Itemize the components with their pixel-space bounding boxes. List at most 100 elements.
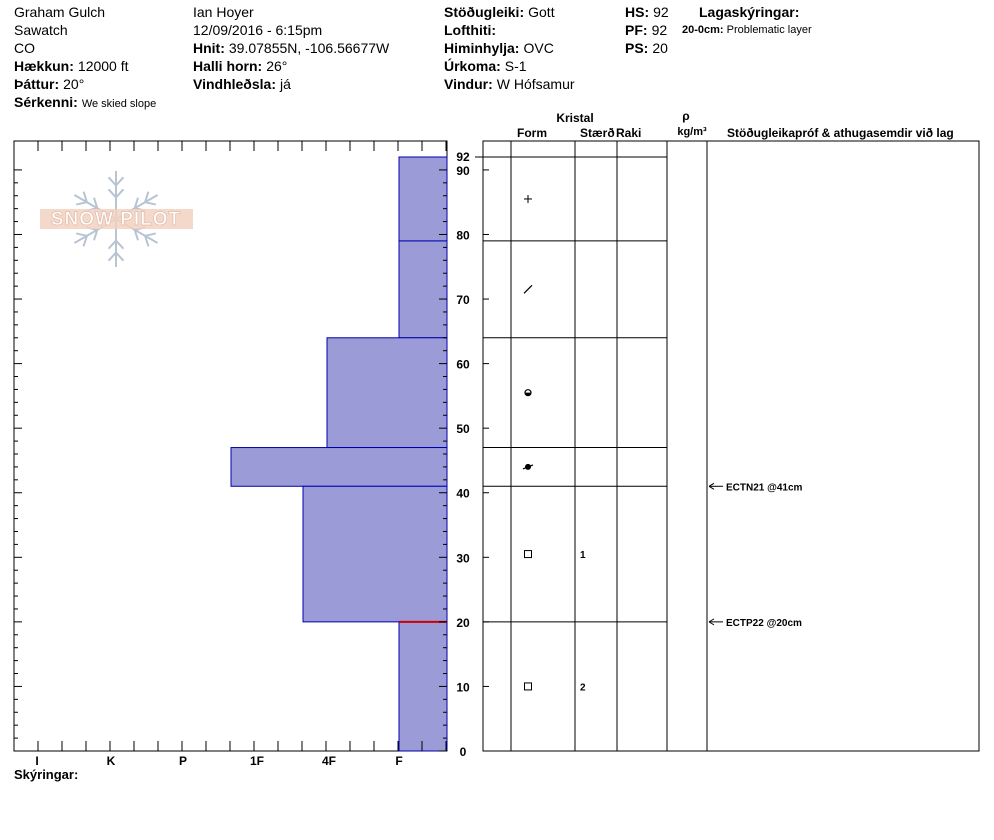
hardness-bar (230, 447, 448, 487)
header-col3-row-3: Úrkoma: S-1 (444, 57, 527, 75)
hardness-tick-label: P (179, 754, 187, 768)
raki-heading: Raki (616, 126, 641, 140)
header-label: Vindhleðsla: (193, 76, 276, 92)
header-col1-row-1: Sawatch (14, 21, 68, 39)
header-value: 92 (651, 22, 668, 38)
header-label: Stöðugleiki: (444, 4, 525, 20)
size-heading: Stærð (580, 126, 615, 140)
header-value: CO (14, 40, 35, 56)
header-label: Lofthiti: (444, 22, 497, 38)
snow-height-label: 92 (456, 150, 470, 164)
square-icon (524, 682, 532, 691)
stability-test-label: ECTN21 @41cm (726, 482, 803, 493)
header-col2-row-3: Halli horn: 26° (193, 57, 287, 75)
depth-tick-label: 80 (456, 228, 470, 242)
density-symbol: ρ (682, 109, 689, 123)
header-label: Halli horn: (193, 58, 263, 74)
hardness-bar (326, 337, 448, 449)
depth-tick-label: 70 (456, 293, 470, 307)
depth-tick-label: 10 (456, 680, 470, 694)
header-label: PF: (625, 22, 648, 38)
layer-grid-frame (482, 140, 980, 752)
depth-tick-label: 30 (456, 551, 470, 565)
header-col2-row-4: Vindhleðsla: já (193, 75, 291, 93)
header-value: 12/09/2016 - 6:15pm (193, 22, 323, 38)
depth-tick-label: 20 (456, 616, 470, 630)
header-value: 39.07855N, -106.56677W (228, 40, 390, 56)
filled-circle-slash-icon (522, 463, 534, 470)
header-label: Himinhylja: (444, 40, 520, 56)
stability-test-label: ECTP22 @20cm (726, 618, 802, 629)
header-col1-row-5: Sérkenni: We skied slope (14, 93, 156, 113)
header-col1-row-0: Graham Gulch (14, 3, 105, 21)
hardness-tick-label: I (35, 754, 38, 768)
header-value: 20° (63, 76, 85, 92)
header-label: Þáttur: (14, 76, 60, 92)
legend-text: Problematic layer (723, 24, 812, 36)
header-value: Gott (528, 4, 555, 20)
hardness-bar (398, 240, 448, 339)
depth-tick-label: 90 (456, 164, 470, 178)
header-col3-row-1: Lofthiti: (444, 21, 500, 39)
legend-depth: 20-0cm: (682, 24, 724, 36)
header-value: 20 (652, 40, 668, 56)
depth-tick-label: 50 (456, 422, 470, 436)
notes-label: Skýringar: (14, 767, 78, 782)
crystal-size: 1 (580, 550, 586, 561)
header-value: W Hófsamur (496, 76, 575, 92)
depth-tick-label: 0 (460, 745, 467, 759)
header-label: Hækkun: (14, 58, 74, 74)
header-value: 26° (266, 58, 288, 74)
header-label: Úrkoma: (444, 58, 501, 74)
depth-tick-label: 60 (456, 358, 470, 372)
header-label: Hnit: (193, 40, 225, 56)
header-value: Ian Hoyer (193, 4, 254, 20)
header-col4-row-0: HS: 92 (625, 3, 669, 21)
header-value: S-1 (504, 58, 527, 74)
slash-icon (523, 284, 533, 294)
comments-heading: Stöðugleikapróf & athugasemdir við lag (727, 126, 954, 140)
header-col4-row-2: PS: 20 (625, 39, 668, 57)
header-value: 12000 ft (77, 58, 129, 74)
header-value: 92 (653, 4, 669, 20)
depth-tick-label: 40 (456, 487, 470, 501)
legend-title: Lagaskýringar: (699, 4, 800, 20)
header-col1-row-2: CO (14, 39, 35, 57)
hardness-tick-label: F (395, 754, 402, 768)
header-col3-row-2: Himinhylja: OVC (444, 39, 554, 57)
header-col1-row-4: Þáttur: 20° (14, 75, 84, 93)
header-label: HS: (625, 4, 650, 20)
header-value: We skied slope (81, 98, 157, 110)
crystal-size: 2 (580, 682, 586, 693)
plus-icon (524, 194, 532, 203)
header-value: já (279, 76, 291, 92)
header-col2-row-2: Hnit: 39.07855N, -106.56677W (193, 39, 389, 57)
header-label: PS: (625, 40, 649, 56)
stability-test-marker: ECTN21 @41cm (708, 482, 803, 493)
kristal-heading: Kristal (556, 111, 593, 125)
square-icon (524, 550, 532, 559)
header-label: Vindur: (444, 76, 493, 92)
hardness-bar (302, 485, 448, 623)
header-label: Sérkenni: (14, 94, 78, 110)
legend-item: 20-0cm: Problematic layer (682, 21, 812, 39)
header-value: OVC (523, 40, 554, 56)
hardness-tick-label: 4F (322, 754, 336, 768)
header-col4-row-1: PF: 92 (625, 21, 667, 39)
hardness-tick-label: K (107, 754, 116, 768)
header-col2-row-1: 12/09/2016 - 6:15pm (193, 21, 322, 39)
hardness-tick-label: 1F (250, 754, 264, 768)
hardness-bar (398, 156, 448, 242)
rounded-facet-icon (524, 389, 532, 397)
header-value: Graham Gulch (14, 4, 106, 20)
logo-text: SNOW PILOT (51, 209, 181, 230)
header-col2-row-0: Ian Hoyer (193, 3, 254, 21)
header-value: Sawatch (14, 22, 68, 38)
stability-test-marker: ECTP22 @20cm (708, 618, 802, 629)
header-col1-row-3: Hækkun: 12000 ft (14, 57, 129, 75)
density-unit: kg/m³ (677, 126, 707, 138)
snowpilot-logo: SNOW PILOT (40, 171, 193, 267)
header-col3-row-4: Vindur: W Hófsamur (444, 75, 575, 93)
form-heading: Form (517, 126, 547, 140)
